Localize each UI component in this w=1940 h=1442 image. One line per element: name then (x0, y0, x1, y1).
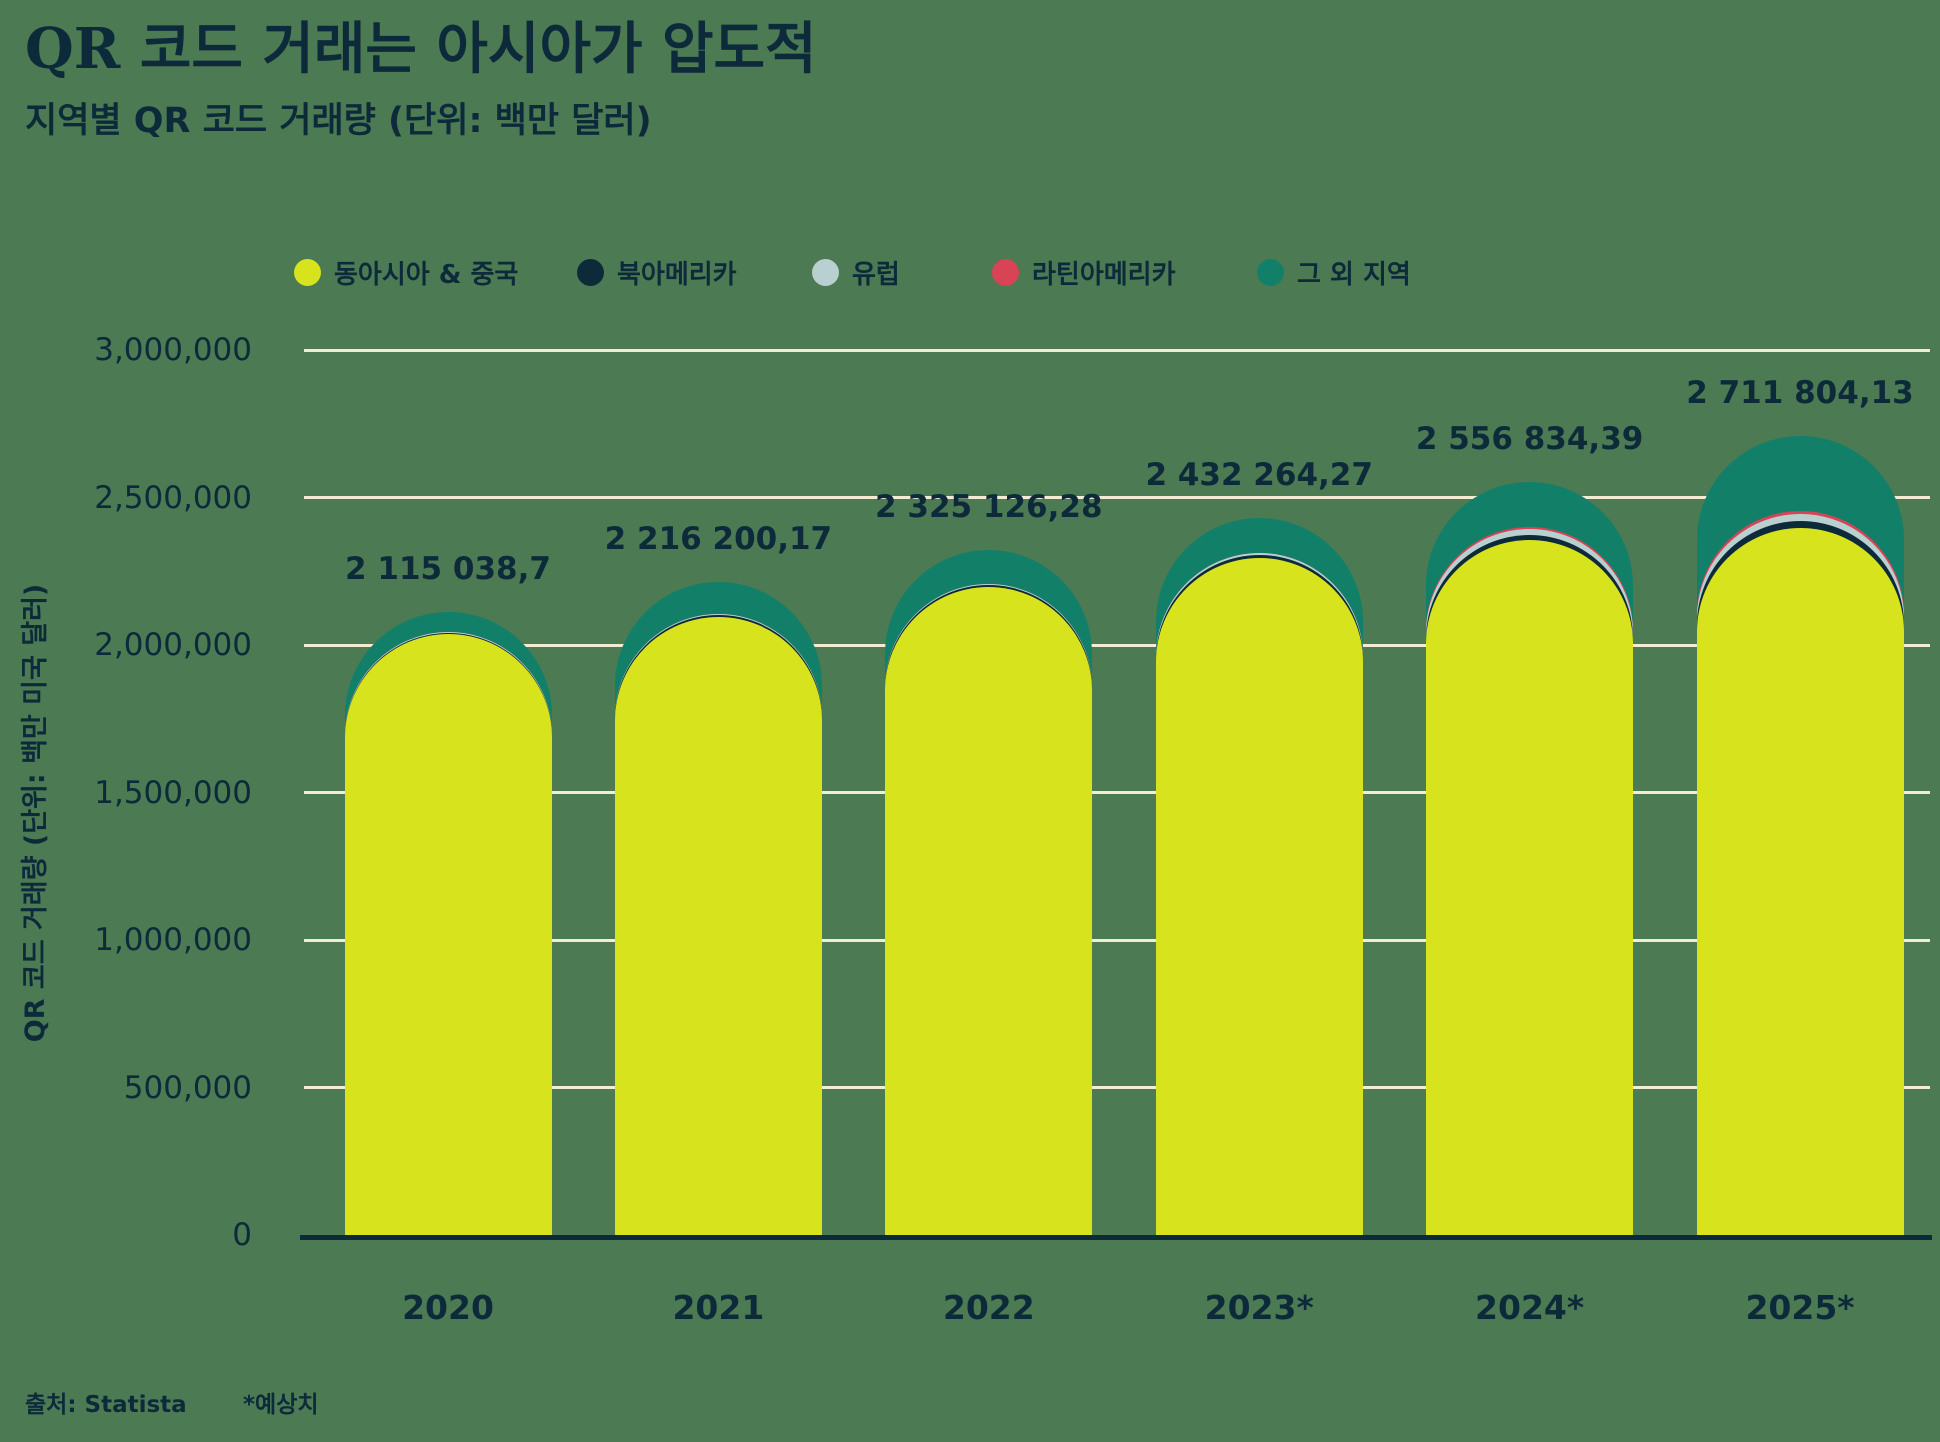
bar-segment-1 (885, 587, 1093, 1236)
chart-title: QR 코드 거래는 아시아가 압도적 (25, 16, 817, 82)
x-axis-label: 2020 (402, 1288, 494, 1327)
y-tick-label: 1,000,000 (94, 922, 252, 958)
bar-total-label: 2 325 126,28 (875, 489, 1103, 526)
gridline (304, 348, 1930, 352)
legend-label: 그 외 지역 (1297, 259, 1411, 290)
legend-swatch-north-america-icon (577, 258, 604, 286)
x-axis-label: 2024* (1475, 1288, 1585, 1327)
legend-item-rest-of-world: 그 외 지역 (1257, 255, 1411, 290)
legend-label: 동아시아 & 중국 (334, 259, 519, 290)
y-tick-label: 2,000,000 (94, 627, 252, 663)
gridline (304, 496, 1930, 499)
bar-total-label: 2 216 200,17 (604, 521, 833, 558)
chart-subtitle: 지역별 QR 코드 거래량 (단위: 백만 달러) (25, 101, 652, 141)
legend-swatch-latin-america-icon (992, 258, 1019, 286)
bar-segment-1 (614, 616, 822, 1236)
legend-label: 라틴아메리카 (1032, 259, 1176, 290)
gridline (304, 1086, 1930, 1089)
y-tick-label: 2,500,000 (94, 479, 252, 516)
bar-total-label: 2 711 804,13 (1686, 375, 1914, 412)
legend-item-north-america: 북아메리카 (577, 255, 737, 290)
bar-total-label: 2 115 038,7 (345, 551, 551, 588)
bar-segment-1 (1155, 557, 1363, 1236)
legend-item-east-asia-china: 동아시아 & 중국 (294, 255, 519, 290)
gridline (304, 938, 1930, 942)
legend-item-europe: 유럽 (812, 255, 900, 290)
y-tick-label: 3,000,000 (94, 332, 252, 368)
bar-total-label: 2 432 264,27 (1145, 457, 1373, 494)
gridline (304, 791, 1930, 794)
estimate-note: *예상치 (243, 1392, 319, 1418)
source-note: 출처: Statista (25, 1392, 187, 1418)
legend-label: 유럽 (852, 259, 900, 290)
legend: 동아시아 & 중국 북아메리카 유럽 라틴아메리카 그 외 지역 (0, 255, 1940, 290)
legend-swatch-rest-of-world-icon (1257, 258, 1284, 286)
x-axis-label: 2023* (1204, 1288, 1314, 1327)
bar-total-label: 2 556 834,39 (1415, 420, 1644, 457)
y-axis-title: QR 코드 거래량 (단위: 백만 미국 달러) (20, 583, 51, 1043)
y-tick-label: 500,000 (123, 1069, 252, 1106)
bar-segment-1 (1426, 539, 1634, 1236)
x-axis-label: 2021 (672, 1288, 765, 1327)
bar-segment-1 (344, 634, 552, 1236)
x-axis-label: 2025* (1745, 1288, 1855, 1327)
legend-swatch-europe-icon (812, 258, 839, 286)
y-tick-label: 0 (232, 1217, 252, 1253)
x-axis-line (300, 1235, 1932, 1240)
gridline (304, 643, 1930, 647)
bar-segment-1 (1696, 528, 1904, 1236)
legend-item-latin-america: 라틴아메리카 (992, 255, 1176, 290)
legend-label: 북아메리카 (617, 259, 737, 290)
x-axis-label: 2022 (942, 1288, 1035, 1327)
legend-swatch-east-asia-china-icon (294, 258, 321, 286)
y-tick-label: 1,500,000 (94, 774, 252, 811)
